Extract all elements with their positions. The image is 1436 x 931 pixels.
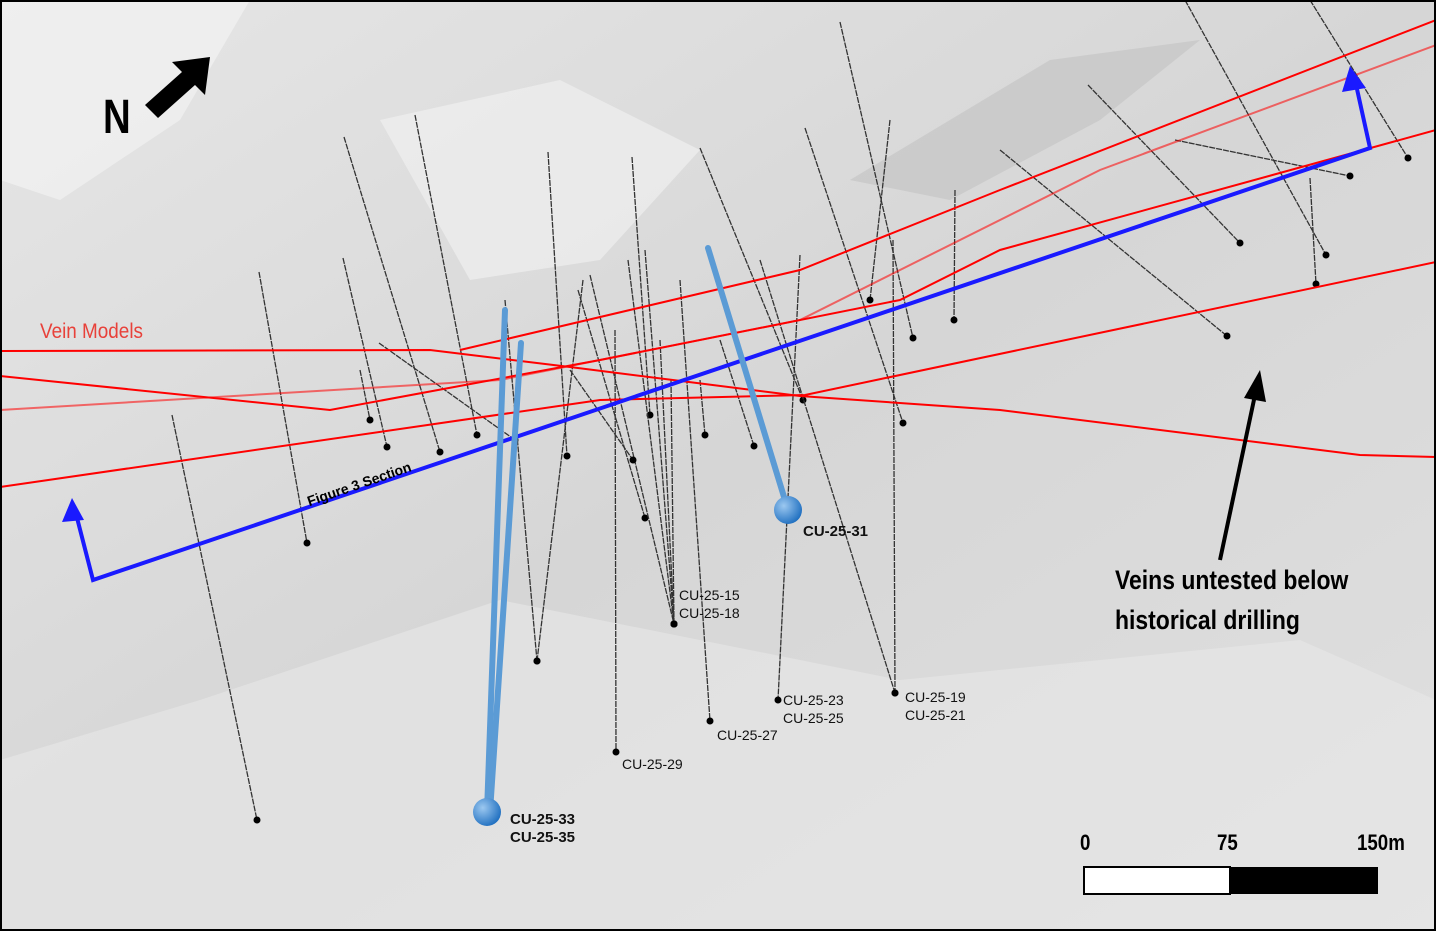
terrain-slope	[0, 600, 1436, 931]
drill-trace	[839, 21, 914, 339]
drill-collar	[706, 717, 714, 725]
drill-collar	[436, 448, 444, 456]
drill-collar	[383, 443, 391, 451]
drill-trace	[759, 259, 896, 694]
new-drill-trace	[705, 245, 791, 513]
drill-trace	[644, 249, 675, 625]
scale-tick-0: 0	[1080, 830, 1091, 855]
drill-trace	[1087, 84, 1241, 244]
hole-label-cu-25-23-25: CU-25-23 CU-25-25	[783, 692, 844, 726]
drill-collar	[303, 539, 311, 547]
hole-label-cu-25-33-35: CU-25-33 CU-25-35	[510, 811, 576, 846]
drill-collar	[774, 696, 782, 704]
section-line	[73, 79, 1373, 583]
drill-collar	[1236, 239, 1244, 247]
section-arrowhead-icon	[1342, 66, 1366, 92]
drill-trace	[171, 414, 258, 821]
drill-trace	[589, 274, 675, 625]
hole-label-cu-25-15-18: CU-25-15 CU-25-18	[679, 587, 740, 621]
drill-trace	[627, 259, 675, 625]
drill-trace	[679, 279, 711, 722]
drill-collar	[750, 442, 758, 450]
drill-collar	[563, 452, 571, 460]
drill-trace	[1184, 0, 1327, 256]
drill-collar	[641, 514, 649, 522]
drill-trace	[258, 271, 308, 544]
drill-collar	[891, 689, 899, 697]
scale-tick-150: 150m	[1357, 830, 1405, 855]
scale-bar	[1083, 866, 1378, 895]
untested-veins-annotation: Veins untested below historical drilling	[1115, 565, 1349, 635]
drill-trace	[342, 257, 388, 448]
drill-trace	[577, 289, 646, 519]
drill-trace	[536, 279, 584, 662]
vein-model-line	[459, 19, 1436, 351]
drill-trace	[892, 239, 896, 694]
north-label: N	[103, 91, 131, 144]
drill-collar-sphere	[774, 496, 802, 524]
drill-trace	[804, 127, 904, 424]
drill-trace	[719, 339, 755, 447]
drill-collar	[612, 748, 620, 756]
vein-model-line	[0, 261, 1436, 488]
north-arrow-icon	[145, 57, 210, 118]
vein-model-line	[0, 44, 1436, 411]
drill-collar	[1346, 172, 1354, 180]
drill-collar	[1404, 154, 1412, 162]
scale-tick-75: 75	[1217, 830, 1238, 855]
terrain-gully	[850, 40, 1200, 200]
drill-trace	[343, 136, 441, 453]
drill-trace	[1174, 139, 1351, 177]
terrain-ridge	[0, 0, 250, 200]
drill-trace	[699, 147, 804, 401]
drill-trace	[569, 369, 634, 461]
hole-label-cu-25-31: CU-25-31	[803, 523, 869, 540]
drill-trace	[953, 189, 956, 321]
terrain-ridge	[380, 80, 700, 280]
new-drill-trace	[487, 340, 524, 815]
drill-collar	[950, 316, 958, 324]
section-arrowhead-icon	[62, 498, 84, 522]
drill-trace	[869, 119, 891, 301]
drill-trace	[359, 369, 371, 421]
drill-collar	[253, 816, 261, 824]
drill-collar	[1322, 251, 1330, 259]
hole-label-cu-25-27: CU-25-27	[717, 727, 778, 743]
drill-collar	[1223, 332, 1231, 340]
hole-label-cu-25-29: CU-25-29	[622, 756, 683, 772]
drill-trace	[631, 156, 651, 416]
drill-collar	[533, 657, 541, 665]
drill-trace	[670, 379, 675, 625]
drill-trace	[777, 254, 801, 701]
drill-collar	[866, 296, 874, 304]
vein-models-label: Vein Models	[40, 320, 143, 343]
drill-collar	[366, 416, 374, 424]
drill-collar	[899, 419, 907, 427]
drill-collar	[670, 620, 678, 628]
drill-trace	[1309, 177, 1317, 285]
annotation-arrow-icon	[1218, 370, 1266, 561]
drill-collar	[909, 334, 917, 342]
drill-collar-sphere	[473, 798, 501, 826]
drill-collar	[1312, 280, 1320, 288]
drill-trace	[699, 379, 706, 436]
hole-label-cu-25-19-21: CU-25-19 CU-25-21	[905, 689, 966, 723]
new-drill-trace	[484, 307, 508, 815]
drill-collar	[473, 431, 481, 439]
drill-collar	[701, 431, 709, 439]
drill-collar	[629, 456, 637, 464]
